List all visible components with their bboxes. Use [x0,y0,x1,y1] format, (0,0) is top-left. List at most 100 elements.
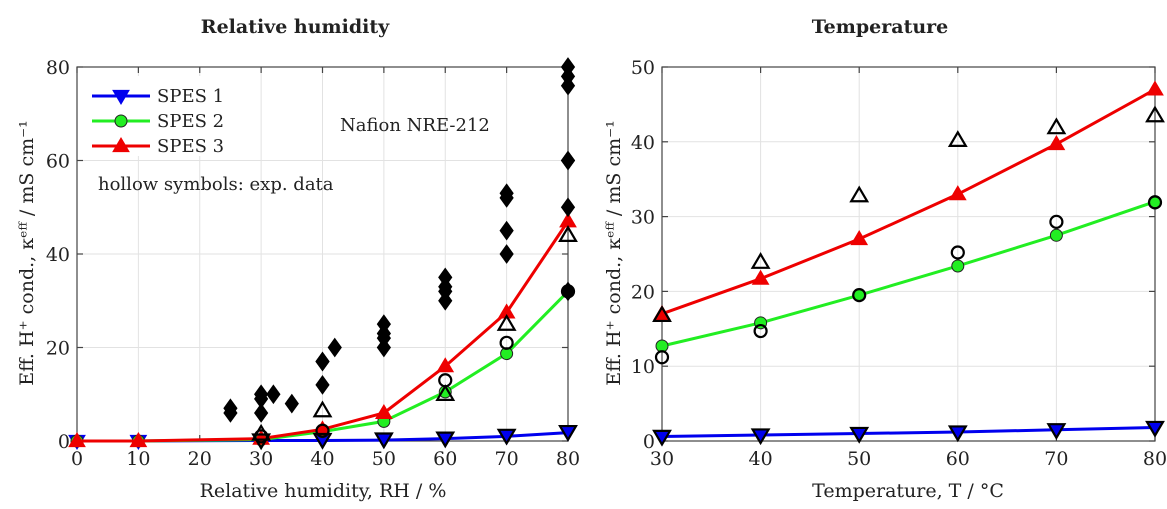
rh-panel: Relative humidity 0 10 20 30 40 50 60 70 80 0 20 40… [16,16,580,502]
temp-xtick-label-70: 70 [1044,448,1068,470]
temp-y-axis-label: Eff. H⁺ cond., κᵉᶠᶠ / mS cm⁻¹ [603,120,625,386]
temp-exp-spes-3-0 [652,305,672,323]
temp-point-spes-3-3 [948,185,967,201]
temp-xtick-label-80: 80 [1143,448,1167,470]
rh-tick-labels: 0 10 20 30 40 50 60 70 80 0 20 40 60 80 [46,57,580,470]
rh-exp-nafion-nre-212-18 [438,290,453,311]
rh-xtick-label-10: 10 [126,448,150,470]
rh-xtick-label-40: 40 [310,448,334,470]
hollow-symbols-annotation: hollow symbols: exp. data [98,174,334,195]
rh-x-axis-label: Relative humidity, RH / % [200,480,447,502]
temp-ytick-label-10: 10 [631,356,655,378]
temp-line-spes-1 [661,426,1156,439]
temp-exp-spes-1-0 [652,429,672,447]
temp-exp-spes-2-1 [753,323,768,339]
rh-point-spes-3-5 [436,357,455,373]
rh-legend: SPES 1 SPES 2 SPES 3 [84,76,234,157]
temp-exp-spes-3-4 [1046,117,1067,135]
rh-xtick-label-70: 70 [495,448,519,470]
rh-exp-nafion-nre-212-6 [284,393,299,414]
rh-ytick-label-20: 20 [46,338,70,360]
temp-series [653,80,1164,446]
temp-exp-spes-2-0 [654,350,670,365]
temp-plot-frame [661,66,1156,442]
rh-exp-spes-2-1 [315,423,330,438]
rh-exp-nafion-nre-212-25 [560,75,576,96]
legend-background [84,76,234,156]
temp-exp-spes-1-1 [750,428,771,446]
temp-line-spes-2 [661,200,1156,348]
rh-exp-nafion-nre-212-14 [376,314,391,334]
rh-point-spes-2-6 [500,347,514,361]
rh-point-spes-3-1 [129,432,148,448]
rh-ytick-label-40: 40 [46,244,70,266]
rh-ytick-label-60: 60 [46,151,70,173]
rh-exp-spes-2-3 [499,335,514,350]
rh-exp-spes-1-1 [312,432,333,450]
temp-point-spes-2-3 [951,259,965,273]
rh-exp-nafion-nre-212-4 [254,403,269,423]
temp-exp-spes-2-4 [1049,214,1064,229]
rh-exp-spes-3-3 [496,313,517,331]
rh-exp-nafion-nre-212-27 [560,150,576,171]
temp-point-spes-3-5 [1146,80,1164,96]
temp-chart-title: Temperature [812,16,949,38]
temp-exp-spes-1-2 [849,426,870,444]
temperature-panel: Temperature 30 40 50 60 70 80 0 10 20 30 40 50 Temp… [603,16,1167,502]
temp-exp-spes-3-1 [750,252,771,269]
temp-xtick-label-50: 50 [847,448,871,470]
rh-exp-spes-1-2 [373,432,394,450]
rh-exp-nafion-nre-212-22 [499,244,514,264]
legend-label-spes-3: SPES 3 [157,136,224,157]
rh-chart-title: Relative humidity [201,16,390,38]
rh-ytick-label-80: 80 [46,57,70,79]
rh-xtick-label-80: 80 [556,448,580,470]
rh-xtick-label-30: 30 [249,448,273,470]
rh-exp-nafion-nre-212-5 [266,384,281,405]
temp-exp-spes-3-3 [947,130,968,148]
temp-exp-spes-2-5 [1147,195,1163,210]
temp-exp-spes-1-4 [1046,423,1067,440]
legend-label-spes-1: SPES 1 [157,86,224,107]
temp-xtick-label-30: 30 [650,448,674,470]
rh-exp-nafion-nre-212-20 [499,183,514,204]
rh-exp-spes-3-0 [251,423,272,441]
temp-tick-labels: 30 40 50 60 70 80 0 10 20 30 40 50 [631,57,1167,470]
rh-exp-nafion-nre-212-29 [560,281,576,302]
temp-exp-spes-1-5 [1145,420,1165,438]
rh-ytick-label-0: 0 [58,431,70,453]
rh-exp-nafion-nre-212-10 [327,337,342,358]
rh-exp-spes-1-4 [496,428,517,446]
temp-experimental-points [652,105,1165,447]
temp-point-spes-3-2 [850,230,869,246]
rh-exp-spes-3-1 [312,400,333,418]
temp-grid [661,66,1156,442]
rh-xtick-label-20: 20 [188,448,212,470]
temp-axes [661,66,1156,442]
legend-marker-spes-3 [112,137,130,153]
rh-point-spes-3-4 [375,403,393,420]
rh-exp-nafion-nre-212-8 [315,375,330,395]
temp-exp-spes-3-5 [1145,105,1165,123]
rh-exp-nafion-nre-212-1 [223,398,238,419]
temp-ytick-label-50: 50 [631,57,655,79]
rh-exp-nafion-nre-212-21 [499,220,514,241]
nafion-annotation: Nafion NRE-212 [340,115,490,136]
rh-xtick-label-50: 50 [372,448,396,470]
temp-xtick-label-40: 40 [749,448,773,470]
rh-point-spes-3-0 [68,432,86,448]
temp-x-axis-label: Temperature, T / °C [812,480,1004,502]
rh-exp-spes-3-2 [435,384,456,401]
temp-point-spes-3-4 [1047,135,1066,151]
temp-ytick-label-40: 40 [631,132,655,154]
rh-exp-nafion-nre-212-9 [315,351,330,372]
temp-point-spes-2-4 [1049,228,1063,242]
temp-exp-spes-2-3 [950,245,965,260]
temp-exp-spes-1-3 [947,425,968,443]
temp-exp-spes-2-2 [852,288,867,303]
temp-ytick-label-0: 0 [643,431,655,453]
rh-exp-spes-3-4 [558,225,578,242]
temp-ytick-label-20: 20 [631,281,655,303]
